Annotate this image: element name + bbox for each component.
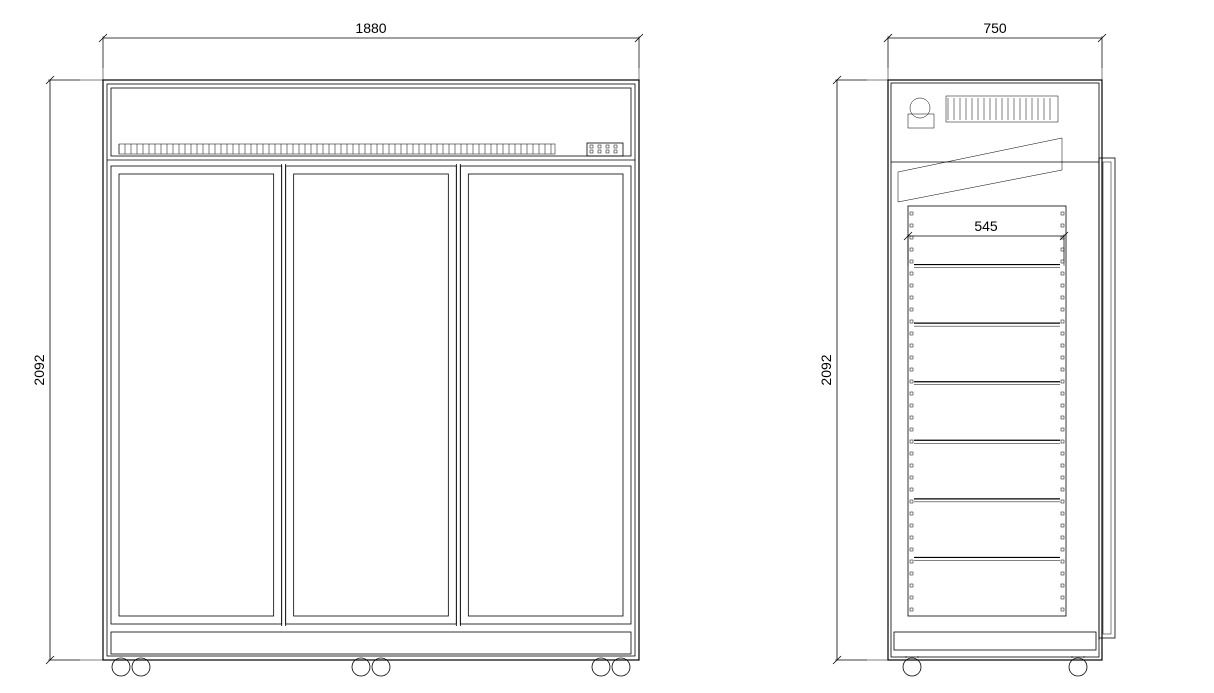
front-elevation xyxy=(103,80,639,676)
dim-label-front-width: 1880 xyxy=(355,20,386,36)
technical-drawing: 1880 2092 750 2092 545 xyxy=(0,0,1214,693)
dim-label-front-height: 2092 xyxy=(31,354,47,385)
dim-label-side-height: 2092 xyxy=(818,354,834,385)
dimension-lines: 1880 2092 750 2092 545 xyxy=(31,20,1106,664)
dim-label-side-interior: 545 xyxy=(974,218,998,234)
dim-label-side-depth: 750 xyxy=(983,20,1007,36)
side-section xyxy=(888,80,1115,676)
